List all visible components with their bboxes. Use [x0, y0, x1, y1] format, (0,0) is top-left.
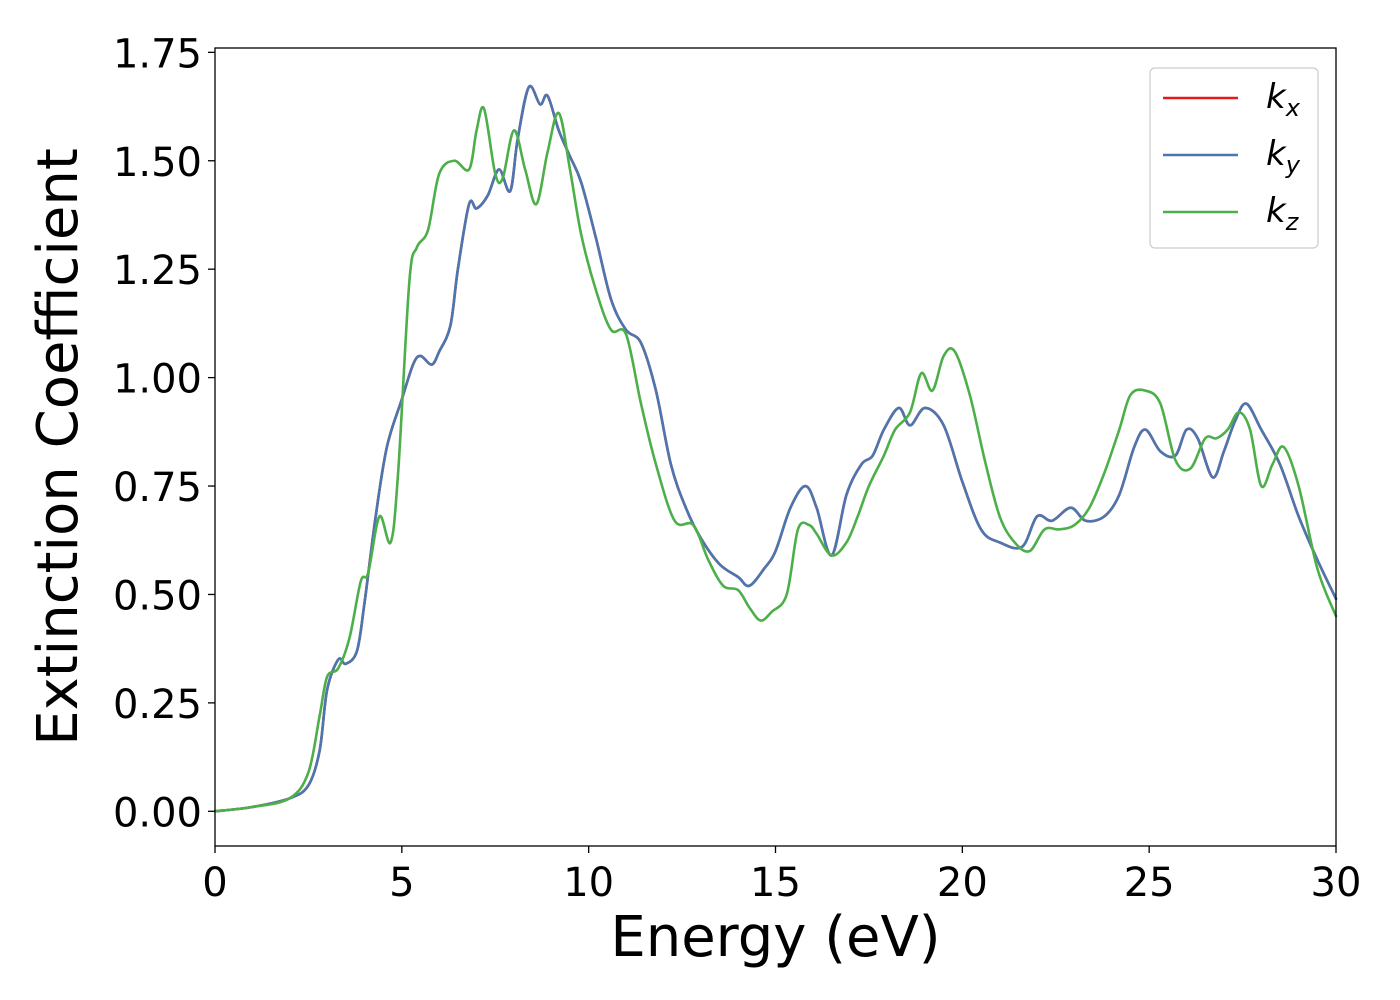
y-tick-label: 0.00 — [113, 790, 202, 836]
legend-box — [1149, 67, 1319, 249]
x-tick-label: 10 — [563, 860, 614, 906]
y-axis-ticks: 0.00 0.25 0.50 0.75 1.00 1.25 1.50 1.75 — [113, 31, 215, 836]
series-line-kz — [213, 105, 1338, 813]
series-layer — [213, 84, 1338, 813]
x-tick-label: 15 — [750, 860, 801, 906]
x-axis-ticks: 0 5 10 15 20 25 30 — [202, 846, 1361, 906]
legend-label-ky: ky — [1266, 134, 1301, 179]
y-tick-label: 1.50 — [113, 140, 202, 186]
series-line-ky — [213, 84, 1338, 813]
y-tick-label: 0.50 — [113, 573, 202, 619]
legend-label-kz: kz — [1266, 191, 1300, 236]
y-axis-title: Extinction Coefficient — [26, 148, 91, 746]
legend-label-kx: kx — [1266, 77, 1301, 122]
x-tick-label: 5 — [389, 860, 414, 906]
x-tick-label: 20 — [937, 860, 988, 906]
x-axis-title: Energy (eV) — [610, 905, 940, 970]
y-tick-label: 0.75 — [113, 465, 202, 511]
y-tick-label: 0.25 — [113, 682, 202, 728]
legend: kx ky kz — [1149, 67, 1319, 249]
x-tick-label: 25 — [1124, 860, 1175, 906]
y-tick-label: 1.25 — [113, 248, 202, 294]
x-tick-label: 30 — [1311, 860, 1362, 906]
y-tick-label: 1.75 — [113, 31, 202, 77]
x-tick-label: 0 — [202, 860, 227, 906]
y-tick-label: 1.00 — [113, 357, 202, 403]
